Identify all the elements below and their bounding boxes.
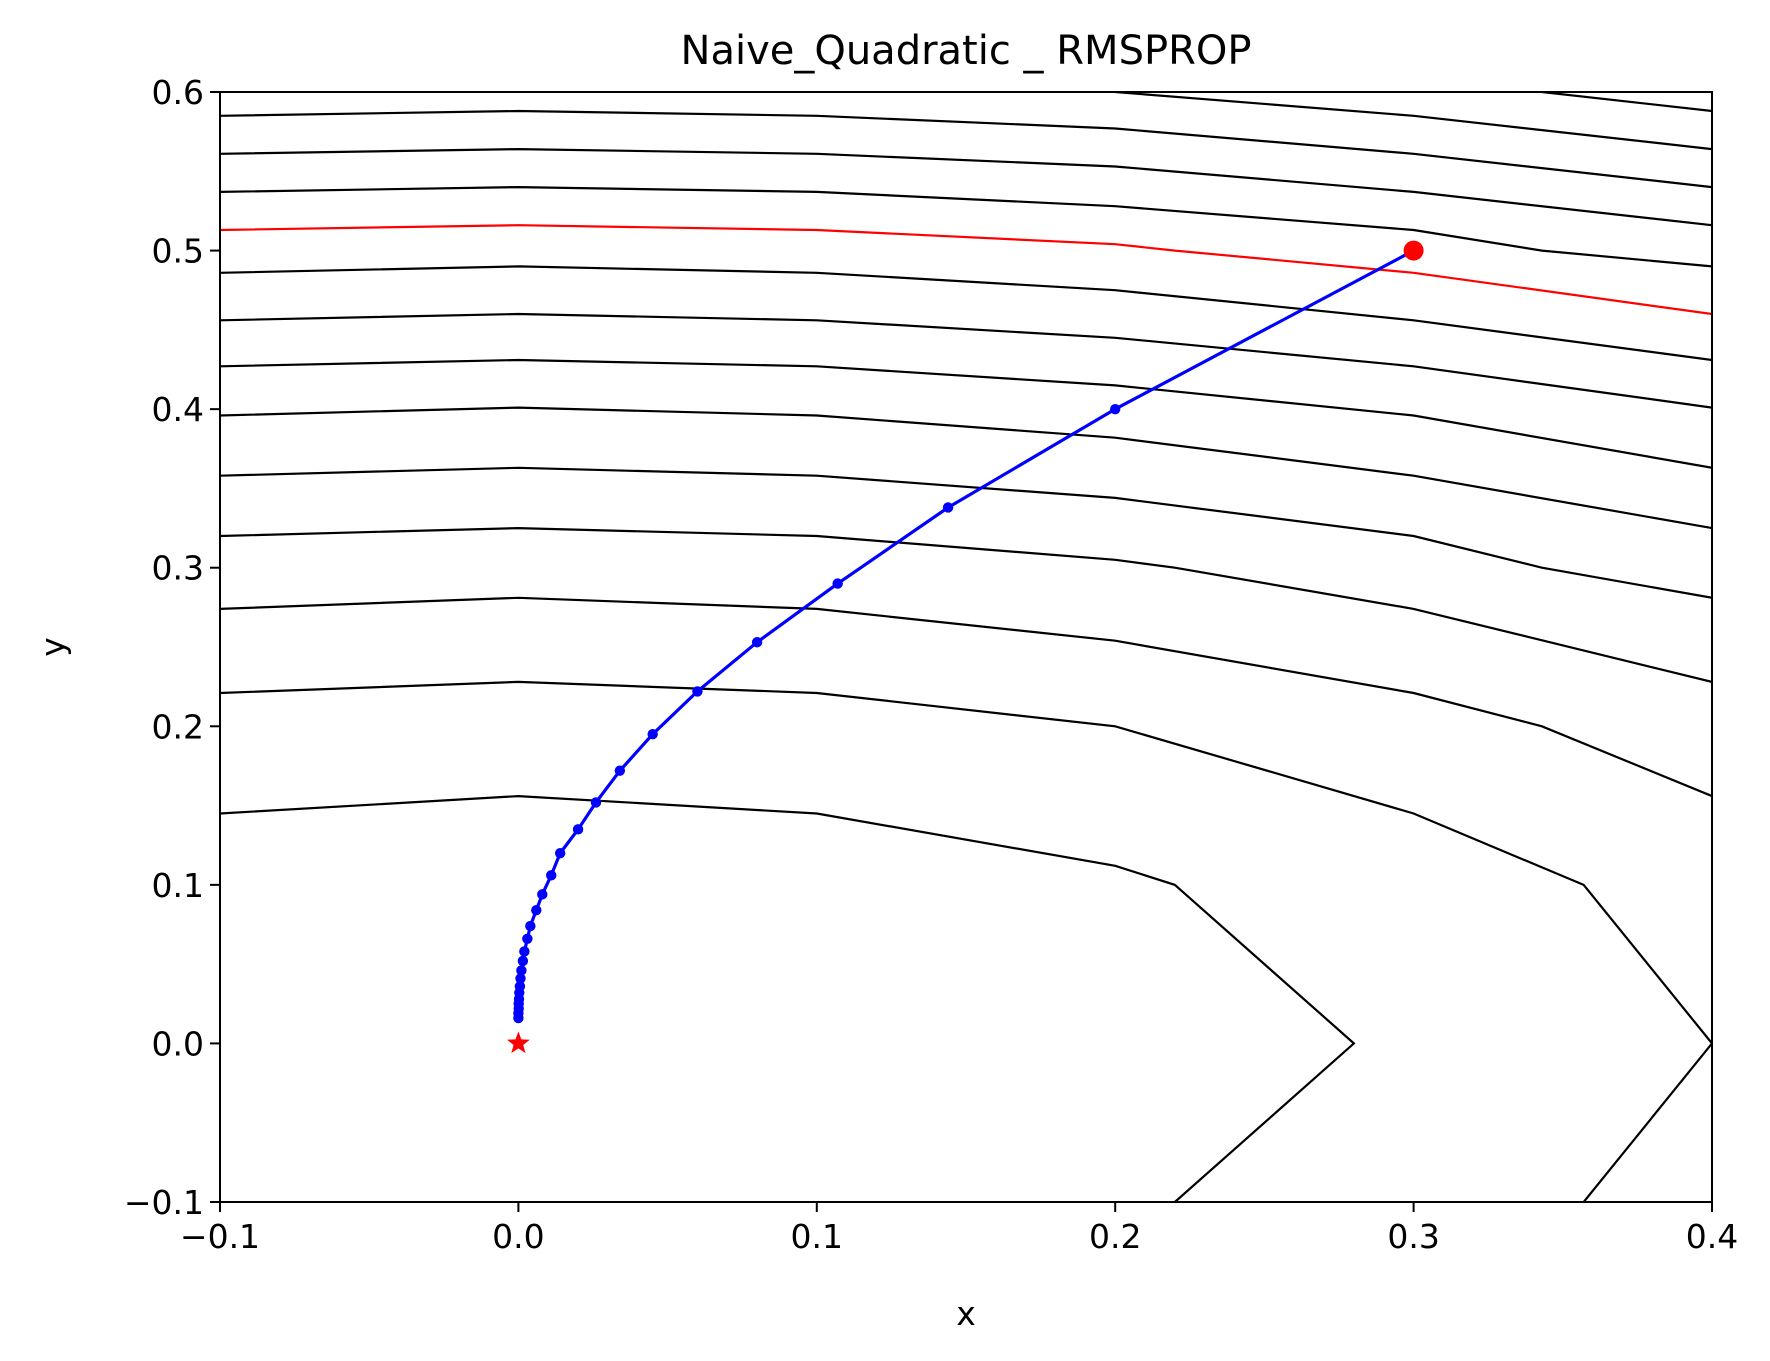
path-point — [522, 933, 533, 944]
start-point — [1403, 240, 1424, 261]
path-point — [572, 824, 584, 835]
path-point — [519, 946, 530, 957]
path-point — [751, 637, 763, 648]
path-point — [515, 973, 526, 984]
path-point — [554, 847, 566, 859]
x-axis-label: x — [956, 1294, 976, 1333]
y-tick-label: 0.4 — [152, 390, 204, 429]
optimizer-path — [507, 240, 1424, 1054]
y-axis-ticks: −0.1 0.0 0.1 0.2 0.3 0.4 0.5 0.6 — [124, 73, 220, 1222]
contour-line-highlight — [220, 224, 1712, 316]
y-tick-label: 0.0 — [152, 1024, 204, 1063]
y-axis-label: y — [33, 637, 72, 657]
y-tick-label: 0.6 — [152, 73, 204, 112]
contour-lines — [220, 92, 1712, 1202]
path-point — [647, 729, 658, 740]
x-tick-label: −0.1 — [180, 1217, 260, 1256]
contour-line — [220, 596, 1712, 798]
y-tick-label: −0.1 — [124, 1183, 204, 1222]
contour-line — [220, 526, 1712, 683]
contour-line — [220, 680, 1712, 1202]
path-point — [590, 797, 602, 808]
optimum-star-marker — [507, 1031, 530, 1054]
contour-line — [220, 312, 1712, 409]
chart-title: Naive_Quadratic _ RMSPROP — [681, 28, 1252, 74]
path-point — [531, 905, 542, 916]
path-point — [1110, 403, 1121, 415]
contour-line — [220, 466, 1712, 599]
x-tick-label: 0.1 — [791, 1217, 843, 1256]
contour-line — [1541, 92, 1712, 113]
path-point — [832, 578, 843, 589]
x-axis-ticks: −0.1 0.0 0.1 0.2 0.3 0.4 — [180, 1202, 1738, 1256]
contour-line — [220, 794, 1356, 1202]
y-tick-label: 0.2 — [152, 707, 204, 746]
x-tick-label: 0.4 — [1686, 1217, 1738, 1256]
contour-line — [220, 406, 1712, 530]
contour-line — [220, 185, 1712, 268]
y-tick-label: 0.1 — [152, 866, 204, 905]
contour-line — [220, 265, 1712, 362]
contour-line — [220, 109, 1712, 189]
path-point — [614, 765, 626, 776]
contour-line — [220, 147, 1712, 227]
y-tick-label: 0.3 — [152, 549, 204, 588]
x-tick-label: 0.0 — [492, 1217, 544, 1256]
contour-line — [220, 358, 1712, 469]
path-point — [513, 1012, 524, 1024]
y-tick-label: 0.5 — [152, 232, 204, 271]
path-point — [517, 955, 529, 967]
contour-line — [1115, 92, 1712, 151]
path-point — [692, 686, 703, 697]
path-point — [516, 965, 527, 976]
x-tick-label: 0.2 — [1089, 1217, 1141, 1256]
x-tick-label: 0.3 — [1387, 1217, 1439, 1256]
path-point — [537, 889, 548, 900]
path-point — [546, 870, 557, 881]
path-point — [942, 502, 954, 513]
path-point — [525, 920, 536, 932]
plot-frame — [219, 91, 1713, 1203]
